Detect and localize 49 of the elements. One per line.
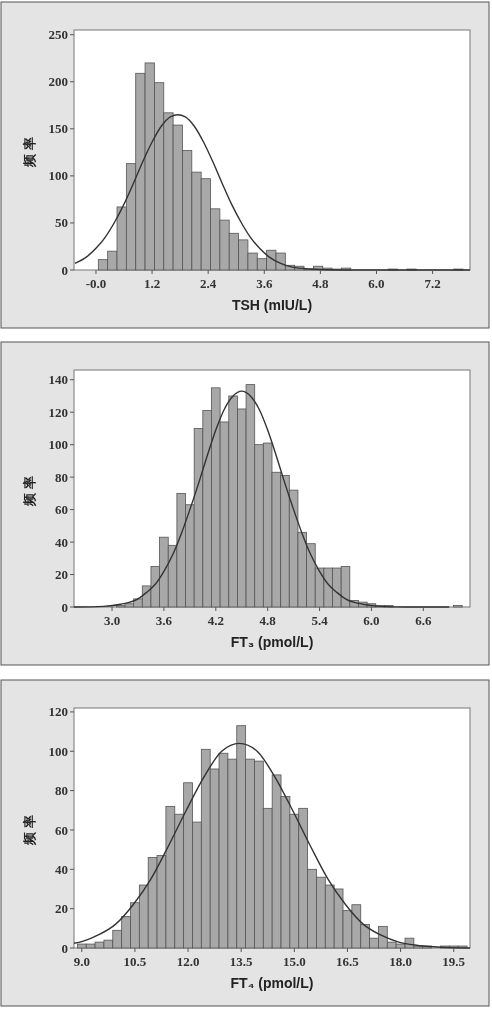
y-tick-label: 20 xyxy=(55,901,68,917)
x-tick-label: 6.6 xyxy=(415,613,432,628)
y-tick-label: 80 xyxy=(55,469,68,485)
x-tick-label: -0.0 xyxy=(85,276,107,291)
y-tick-label: 60 xyxy=(55,502,68,518)
x-axis-title: FT₄ (pmol/L) xyxy=(230,975,314,991)
x-tick-label: 4.2 xyxy=(207,613,224,628)
x-tick-label: 19.5 xyxy=(442,954,466,969)
y-tick-label: 120 xyxy=(48,704,68,720)
x-tick-label: 9.0 xyxy=(73,954,90,969)
x-tick-label: 2.4 xyxy=(200,276,217,291)
y-tick-label: 140 xyxy=(48,372,68,388)
y-axis-title: 频率 xyxy=(22,471,37,507)
y-tick-label: 250 xyxy=(48,27,68,43)
y-tick-label: 200 xyxy=(48,74,68,90)
y-tick-label: 60 xyxy=(55,822,68,838)
y-tick-label: 80 xyxy=(55,783,68,799)
y-tick-label: 20 xyxy=(55,567,68,583)
x-tick-label: 7.2 xyxy=(424,276,441,291)
y-axis-title: 频率 xyxy=(22,811,37,846)
y-tick-label: 150 xyxy=(48,121,68,137)
y-tick-label: 0 xyxy=(61,940,68,956)
y-tick-label: 0 xyxy=(61,262,68,278)
x-tick-label: 5.4 xyxy=(311,613,329,628)
x-tick-label: 6.0 xyxy=(363,613,380,628)
x-tick-label: 12.0 xyxy=(176,954,200,969)
x-tick-label: 3.6 xyxy=(256,276,273,291)
y-tick-label: 0 xyxy=(61,599,68,615)
y-tick-label: 120 xyxy=(48,404,68,420)
x-tick-label: 6.0 xyxy=(368,276,385,291)
y-tick-label: 100 xyxy=(48,437,68,453)
y-tick-label: 100 xyxy=(48,168,68,184)
x-tick-label: 4.8 xyxy=(312,276,330,291)
y-tick-label: 40 xyxy=(55,534,68,550)
x-tick-label: 3.0 xyxy=(103,613,121,628)
y-tick-label: 50 xyxy=(55,215,68,231)
x-tick-label: 1.2 xyxy=(143,276,161,291)
x-tick-label: 4.8 xyxy=(259,613,277,628)
x-tick-label: 18.0 xyxy=(389,954,412,969)
x-tick-label: 10.5 xyxy=(123,954,147,969)
y-tick-label: 40 xyxy=(55,861,68,877)
x-tick-label: 13.5 xyxy=(229,954,254,969)
x-tick-label: 16.5 xyxy=(336,954,360,969)
y-axis-title: 频率 xyxy=(22,133,37,168)
x-axis-title: FT₃ (pmol/L) xyxy=(230,634,314,650)
x-tick-label: 15.0 xyxy=(282,954,306,969)
x-axis-title: TSH (mIU/L) xyxy=(231,297,313,313)
y-tick-label: 100 xyxy=(48,743,68,759)
x-tick-label: 3.6 xyxy=(155,613,173,628)
